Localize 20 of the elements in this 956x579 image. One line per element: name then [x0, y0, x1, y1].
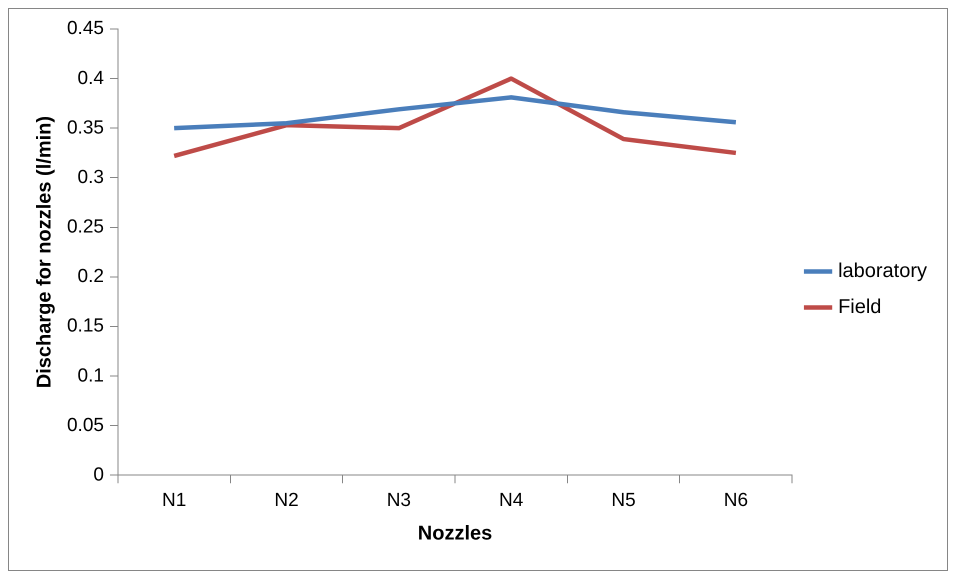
- x-tick-label: N4: [499, 490, 524, 511]
- y-tick-label: 0.15: [66, 316, 104, 337]
- y-axis-title: Discharge for nozzles (l/min): [34, 116, 56, 388]
- x-tick-label: N6: [724, 490, 748, 511]
- y-tick-label: 0.45: [66, 18, 104, 40]
- x-axis-title: Nozzles: [418, 522, 492, 545]
- x-tick-label: N5: [611, 490, 636, 511]
- x-tick-label: N1: [162, 490, 186, 511]
- y-tick-label: 0.1: [78, 365, 104, 386]
- y-tick-label: 0.3: [78, 166, 104, 188]
- y-tick-label: 0: [93, 464, 104, 486]
- y-tick-label: 0.35: [66, 117, 104, 138]
- legend-label: Field: [838, 296, 882, 318]
- y-tick-label: 0.2: [78, 266, 104, 288]
- legend-label: laboratory: [838, 260, 927, 282]
- x-tick-label: N2: [274, 490, 299, 511]
- x-tick-label: N3: [386, 490, 411, 511]
- y-tick-label: 0.25: [66, 216, 104, 238]
- y-tick-label: 0.05: [66, 414, 104, 436]
- y-tick-label: 0.4: [78, 68, 104, 89]
